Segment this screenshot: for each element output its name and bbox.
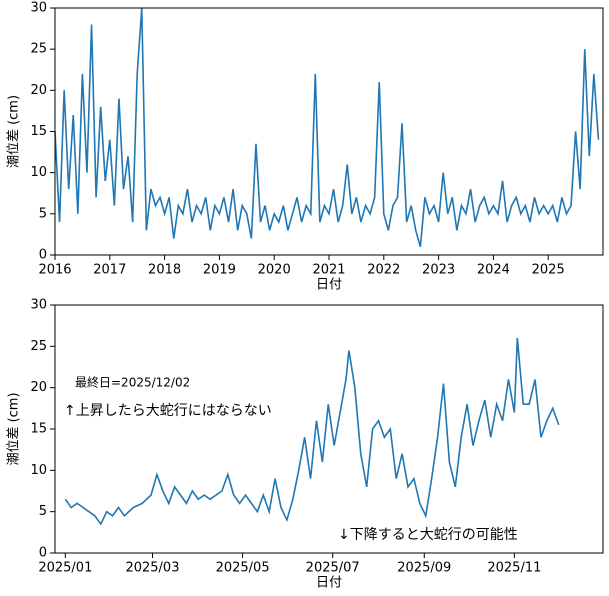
x-tick-label: 2025/01 (38, 561, 92, 576)
y-tick-label: 25 (30, 339, 47, 354)
y-tick-label: 30 (30, 1, 47, 16)
x-tick-label: 2025/07 (306, 561, 360, 576)
x-tick-label: 2016 (38, 263, 71, 278)
plot-frame (54, 304, 604, 554)
y-tick-label: 10 (30, 165, 47, 180)
x-tick-label: 2020 (258, 263, 291, 278)
y-tick-label: 10 (30, 463, 47, 478)
plot-frame (54, 7, 604, 256)
x-tick-label: 2018 (148, 263, 181, 278)
x-tick-label: 2025/09 (397, 561, 451, 576)
annotation: ↑上昇したら大蛇行にはならない (64, 403, 272, 419)
y-tick-label: 15 (30, 124, 47, 139)
x-tick-label: 2022 (367, 263, 400, 278)
y-tick-label: 0 (39, 248, 47, 263)
x-axis-label: 日付 (316, 278, 342, 293)
y-tick-label: 15 (30, 422, 47, 437)
y-axis-label: 潮位差 (cm) (7, 95, 22, 168)
y-tick-label: 20 (30, 83, 47, 98)
x-tick-label: 2025/05 (216, 561, 270, 576)
x-tick-label: 2021 (312, 263, 345, 278)
x-axis-label: 日付 (316, 576, 342, 591)
y-tick-label: 30 (30, 298, 47, 313)
y-tick-label: 5 (39, 206, 47, 221)
annotation: 最終日=2025/12/02 (75, 375, 190, 390)
x-tick-label: 2023 (422, 263, 455, 278)
y-axis-label: 潮位差 (cm) (7, 392, 22, 465)
data-line (54, 7, 600, 247)
x-tick-label: 2024 (477, 263, 510, 278)
y-tick-label: 20 (30, 380, 47, 395)
x-tick-label: 2017 (93, 263, 126, 278)
y-tick-label: 25 (30, 42, 47, 57)
data-line (64, 337, 560, 526)
y-tick-label: 5 (39, 504, 47, 519)
annotation: ↓下降すると大蛇行の可能性 (338, 527, 518, 543)
x-tick-label: 2019 (203, 263, 236, 278)
x-tick-label: 2025/11 (487, 561, 541, 576)
x-tick-label: 2025 (532, 263, 565, 278)
y-tick-label: 0 (39, 546, 47, 561)
x-tick-label: 2025/03 (125, 561, 179, 576)
